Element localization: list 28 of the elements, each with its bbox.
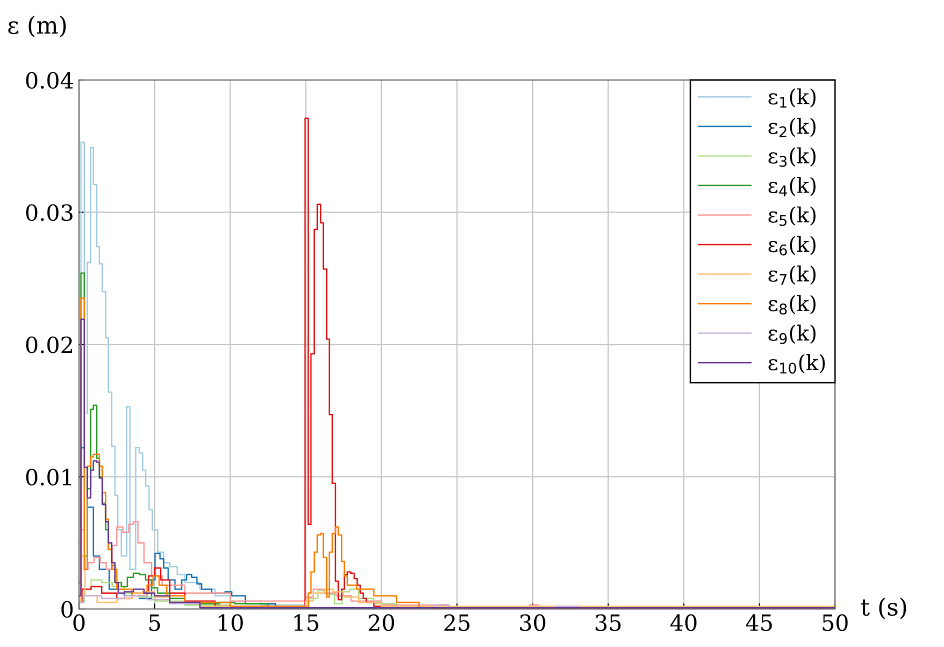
x-tick-label: 30 xyxy=(520,614,546,632)
x-tick-label: 0 xyxy=(73,614,85,632)
x-tick-label: 40 xyxy=(670,614,696,632)
x-tick-label: 15 xyxy=(294,614,318,632)
x-tick-label: 25 xyxy=(444,614,470,632)
y-tick-label: 0.04 xyxy=(26,72,74,89)
legend-label: ε$_{7}$(k) xyxy=(768,266,816,285)
y-tick-label: 0.01 xyxy=(26,468,71,486)
x-tick-label: 50 xyxy=(822,614,848,632)
x-tick-label: 45 xyxy=(746,614,772,632)
legend-label: ε$_{6}$(k) xyxy=(768,236,816,256)
x-tick-label: 10 xyxy=(218,614,243,632)
legend-label: ε$_{1}$(k) xyxy=(768,88,816,108)
legend-label: ε$_{4}$(k) xyxy=(768,176,816,196)
y-tick-label: 0.03 xyxy=(26,204,72,222)
legend-label: ε$_{10}$(k) xyxy=(768,354,825,374)
x-tick-label: 35 xyxy=(596,614,621,632)
y-tick-label: 0.02 xyxy=(26,336,72,354)
x-axis-title: t (s) xyxy=(861,598,906,620)
legend-label: ε$_{8}$(k) xyxy=(768,295,816,315)
legend-label: ε$_{5}$(k) xyxy=(768,206,816,226)
y-axis-title: ε (m) xyxy=(8,16,66,38)
y-tick-label: 0 xyxy=(61,600,73,618)
legend-label: ε$_{3}$(k) xyxy=(768,147,816,167)
x-tick-label: 5 xyxy=(149,614,160,632)
x-tick-label: 20 xyxy=(368,614,394,632)
legend-label: ε$_{9}$(k) xyxy=(768,324,816,344)
legend-label: ε$_{2}$(k) xyxy=(768,118,816,138)
